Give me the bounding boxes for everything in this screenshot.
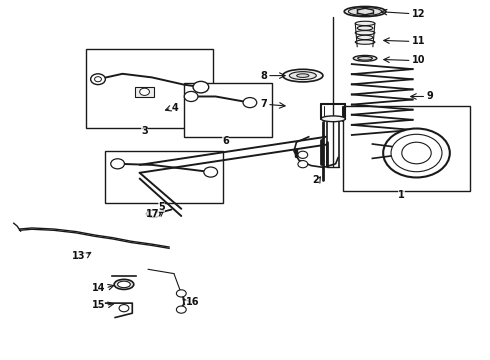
Circle shape	[391, 134, 442, 172]
Circle shape	[184, 91, 198, 102]
Circle shape	[193, 81, 209, 93]
Text: 8: 8	[260, 71, 267, 81]
Text: 12: 12	[412, 9, 425, 19]
Circle shape	[204, 167, 218, 177]
Ellipse shape	[355, 21, 375, 26]
Text: 7: 7	[260, 99, 267, 109]
Bar	[343, 106, 470, 191]
Text: 17: 17	[146, 209, 159, 219]
Circle shape	[176, 290, 186, 297]
Bar	[86, 49, 213, 128]
Circle shape	[140, 88, 149, 95]
Ellipse shape	[344, 6, 386, 17]
Circle shape	[383, 129, 450, 177]
Circle shape	[91, 74, 105, 85]
Text: 3: 3	[141, 126, 148, 136]
Circle shape	[111, 159, 124, 169]
Ellipse shape	[147, 210, 160, 217]
Circle shape	[243, 98, 257, 108]
Circle shape	[119, 305, 129, 312]
Text: 10: 10	[412, 55, 425, 66]
Bar	[184, 83, 272, 137]
Text: 11: 11	[412, 36, 425, 46]
Ellipse shape	[355, 40, 375, 44]
Text: 14: 14	[92, 283, 105, 293]
Text: 1: 1	[398, 190, 405, 200]
Ellipse shape	[289, 72, 317, 80]
Circle shape	[298, 161, 308, 168]
Ellipse shape	[353, 55, 377, 61]
Ellipse shape	[321, 116, 345, 122]
Bar	[105, 151, 223, 203]
Circle shape	[176, 306, 186, 313]
Text: 16: 16	[186, 297, 200, 307]
Ellipse shape	[358, 57, 372, 60]
Ellipse shape	[357, 26, 373, 30]
Text: 13: 13	[72, 251, 86, 261]
Circle shape	[402, 142, 431, 164]
Text: 4: 4	[172, 103, 178, 113]
Text: 6: 6	[222, 136, 229, 146]
Bar	[135, 87, 154, 97]
Ellipse shape	[348, 8, 382, 15]
Text: 2: 2	[312, 175, 318, 185]
Ellipse shape	[355, 31, 375, 35]
Text: 9: 9	[426, 91, 433, 102]
Circle shape	[95, 77, 101, 82]
Ellipse shape	[357, 35, 373, 40]
Ellipse shape	[114, 279, 134, 289]
Text: 5: 5	[158, 202, 165, 212]
Ellipse shape	[283, 69, 323, 82]
Circle shape	[298, 151, 308, 158]
Ellipse shape	[297, 74, 309, 77]
Ellipse shape	[118, 281, 130, 288]
Text: 15: 15	[92, 300, 105, 310]
